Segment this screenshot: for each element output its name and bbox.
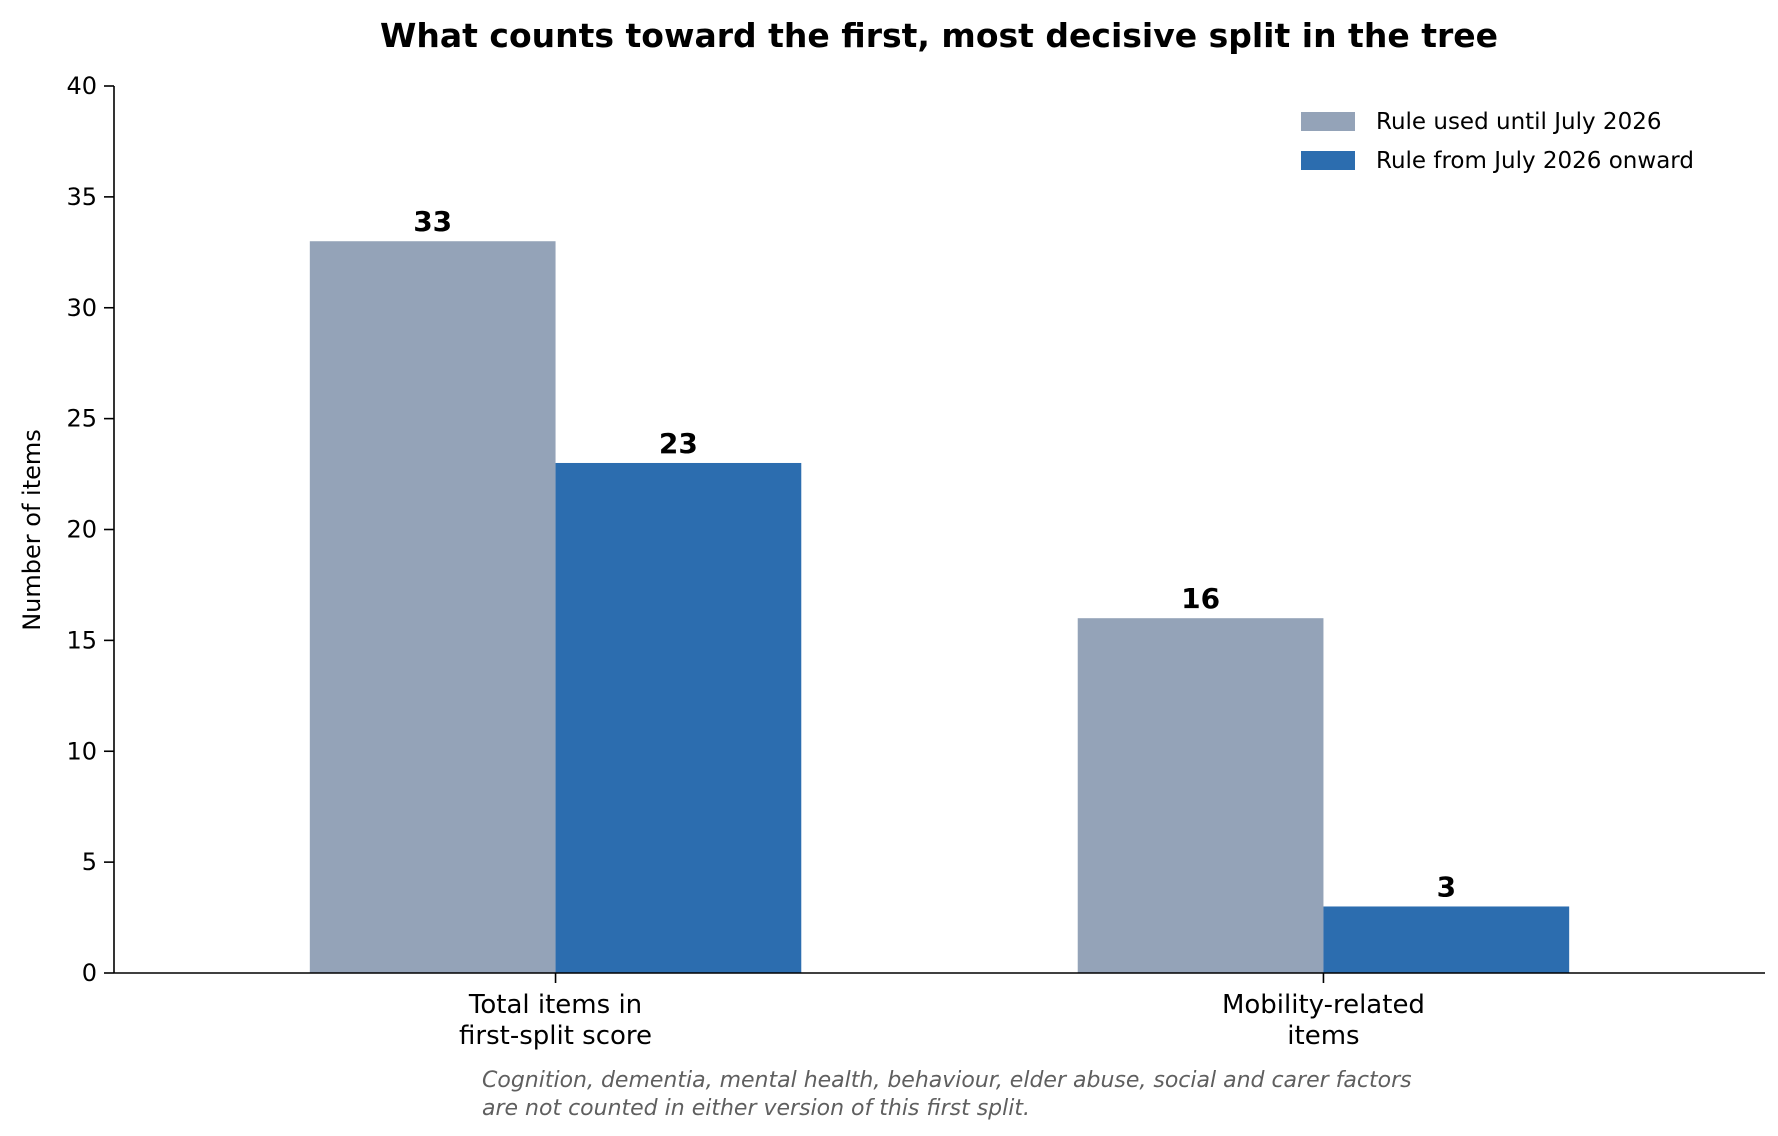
value-label: 33 [413,205,452,238]
y-tick-label: 30 [66,294,97,322]
y-tick-label: 0 [82,959,97,987]
y-tick-label: 20 [66,516,97,544]
footnote: Cognition, dementia, mental health, beha… [482,1068,1412,1121]
x-tick-label: Total items in [468,990,642,1020]
y-tick-label: 40 [66,72,97,100]
legend: Rule used until July 2026 Rule from July… [1301,109,1694,174]
bar-series-1-cat-1 [1323,906,1570,973]
value-label: 3 [1437,870,1456,903]
x-tick-label: first-split score [459,1021,652,1051]
bars [309,241,1570,974]
y-tick-label: 35 [66,183,97,211]
x-tick-label: items [1287,1021,1359,1051]
legend-swatch-series-0 [1301,112,1355,131]
value-label: 23 [659,427,698,460]
legend-swatch-series-1 [1301,151,1355,170]
y-tick-label: 15 [66,626,97,654]
y-axis: 0 5 10 15 20 25 30 35 40 [66,72,114,987]
bar-series-0-cat-0 [309,241,556,974]
y-axis-label: Number of items [18,429,46,631]
footnote-line-1: Cognition, dementia, mental health, beha… [482,1068,1412,1093]
x-tick-label: Mobility-related [1222,990,1425,1020]
legend-label-series-1: Rule from July 2026 onward [1376,148,1694,174]
y-tick-label: 10 [66,737,97,765]
footnote-line-2: are not counted in either version of thi… [482,1096,1030,1121]
value-labels: 33 23 16 3 [413,205,1456,903]
y-tick-label: 5 [82,848,97,876]
y-tick-label: 25 [66,405,97,433]
bar-series-1-cat-0 [555,462,802,973]
value-label: 16 [1181,582,1220,615]
legend-label-series-0: Rule used until July 2026 [1376,109,1661,135]
bar-series-0-cat-1 [1077,618,1324,973]
chart-title: What counts toward the first, most decis… [380,16,1498,55]
